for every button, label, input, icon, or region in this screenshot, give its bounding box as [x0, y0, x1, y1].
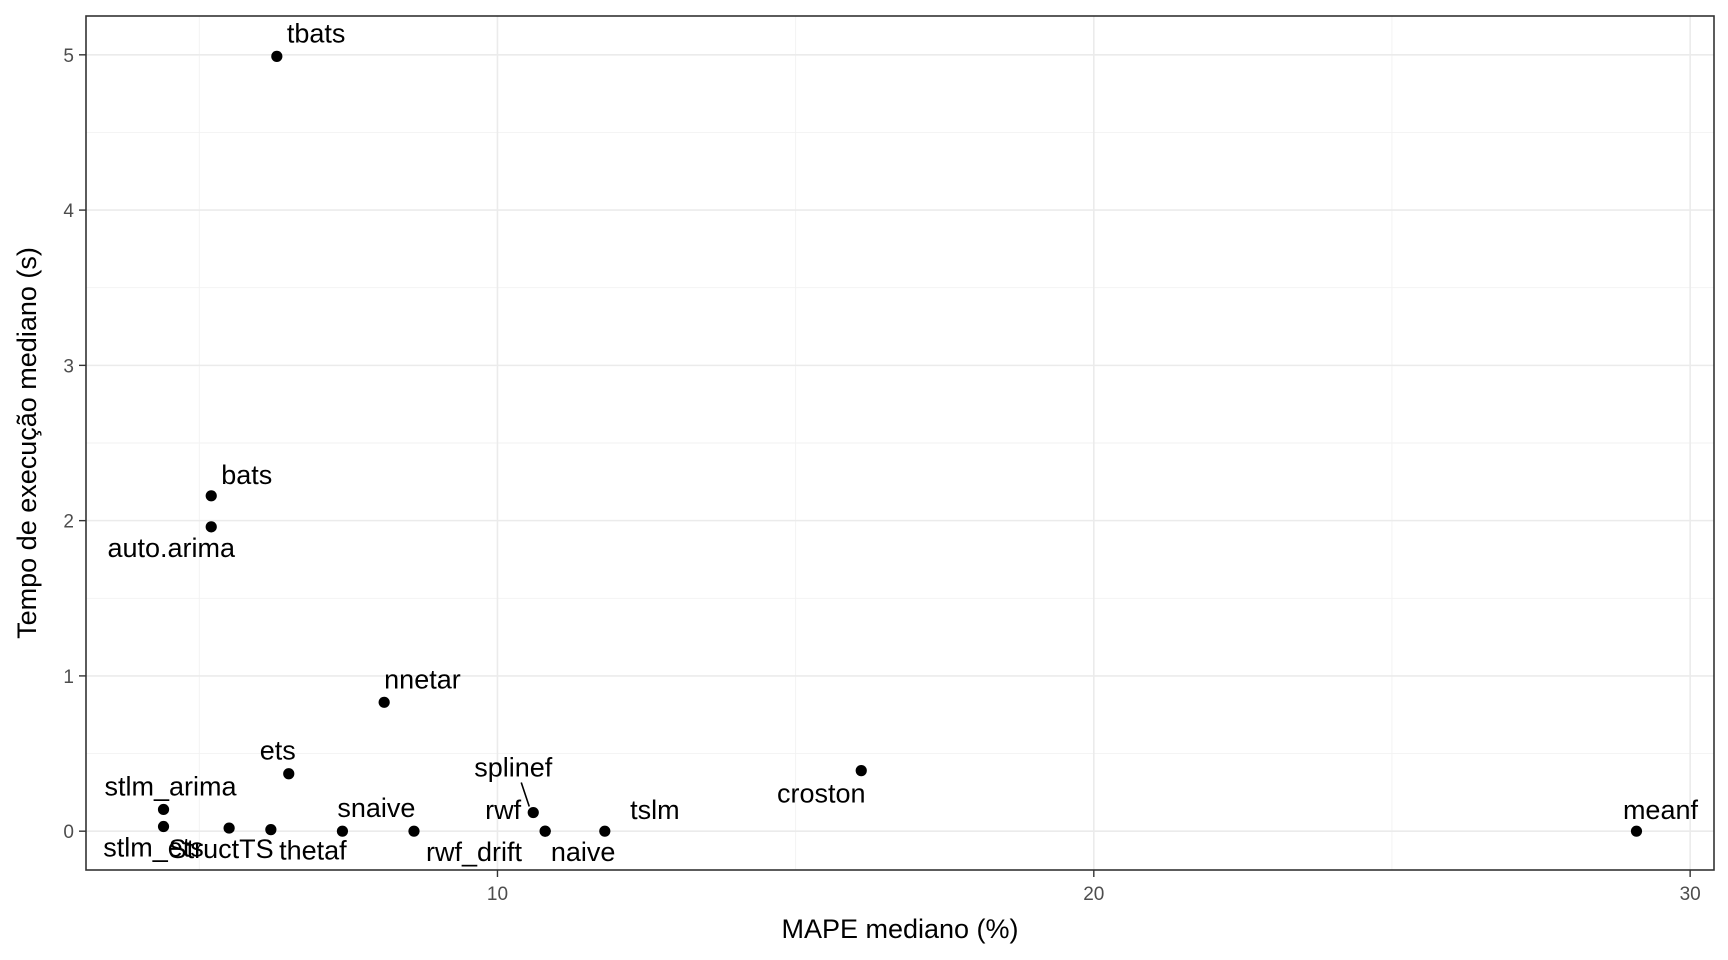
data-point-ets	[283, 768, 295, 780]
label-leader-lines	[520, 782, 531, 807]
y-tick-label: 3	[63, 356, 74, 377]
label-leader-line	[520, 782, 531, 807]
point-label: ets	[260, 736, 296, 766]
point-label: meanf	[1623, 795, 1699, 825]
panel-border	[85, 15, 1715, 871]
data-point-snaive	[336, 825, 349, 837]
y-tick-label: 0	[63, 822, 74, 843]
y-tick-label: 2	[63, 512, 74, 533]
point-label: tbats	[287, 18, 346, 48]
data-point-splinef	[527, 806, 539, 819]
data-point-bats	[205, 490, 217, 502]
y-tick-label: 1	[63, 667, 74, 688]
point-label: auto.arima	[107, 533, 236, 563]
data-point-thetaf	[265, 824, 277, 836]
point-label: naive	[551, 837, 616, 867]
x-tick-label: 30	[1680, 884, 1701, 905]
point-label: snaive	[337, 793, 415, 823]
x-axis-ticks: 10 20 30	[487, 870, 1701, 905]
x-tick-label: 10	[487, 884, 508, 905]
point-label: rwf	[485, 795, 521, 825]
point-label: stlm_arima	[105, 771, 238, 801]
data-point-tslm	[599, 825, 611, 837]
point-label: rwf_drift	[426, 837, 523, 867]
point-label: croston	[777, 779, 866, 809]
point-labels: tbats bats auto.arima nnetar ets splinef crost…	[103, 18, 1698, 867]
point-label: nnetar	[384, 664, 461, 694]
data-point-stlm-ets	[157, 820, 170, 833]
point-label: StructTS	[169, 834, 274, 864]
y-axis-title: Tempo de execução mediano (s)	[12, 247, 42, 639]
data-points	[157, 50, 1643, 837]
point-label: splinef	[474, 753, 553, 783]
point-label: stlm_ets	[103, 833, 204, 863]
data-point-croston	[855, 765, 867, 777]
point-label: bats	[221, 460, 272, 490]
data-point-naive	[539, 825, 551, 837]
y-tick-label: 5	[63, 46, 74, 67]
point-label: thetaf	[279, 836, 347, 866]
data-point-nnetar	[378, 696, 390, 708]
data-point-structts	[223, 822, 235, 834]
y-axis-ticks: 0 1 2 3 4 5	[63, 46, 86, 843]
data-point-stlm-arima	[157, 803, 170, 816]
data-point-meanf	[1630, 825, 1643, 837]
data-point-auto-arima	[205, 521, 217, 533]
grid-lines	[86, 16, 1714, 870]
x-tick-label: 20	[1083, 884, 1104, 905]
data-point-tbats	[271, 50, 283, 62]
y-tick-label: 4	[63, 201, 74, 222]
point-label: tslm	[630, 795, 680, 825]
data-point-rwf-drift	[408, 825, 420, 837]
x-axis-title: MAPE mediano (%)	[781, 914, 1018, 944]
